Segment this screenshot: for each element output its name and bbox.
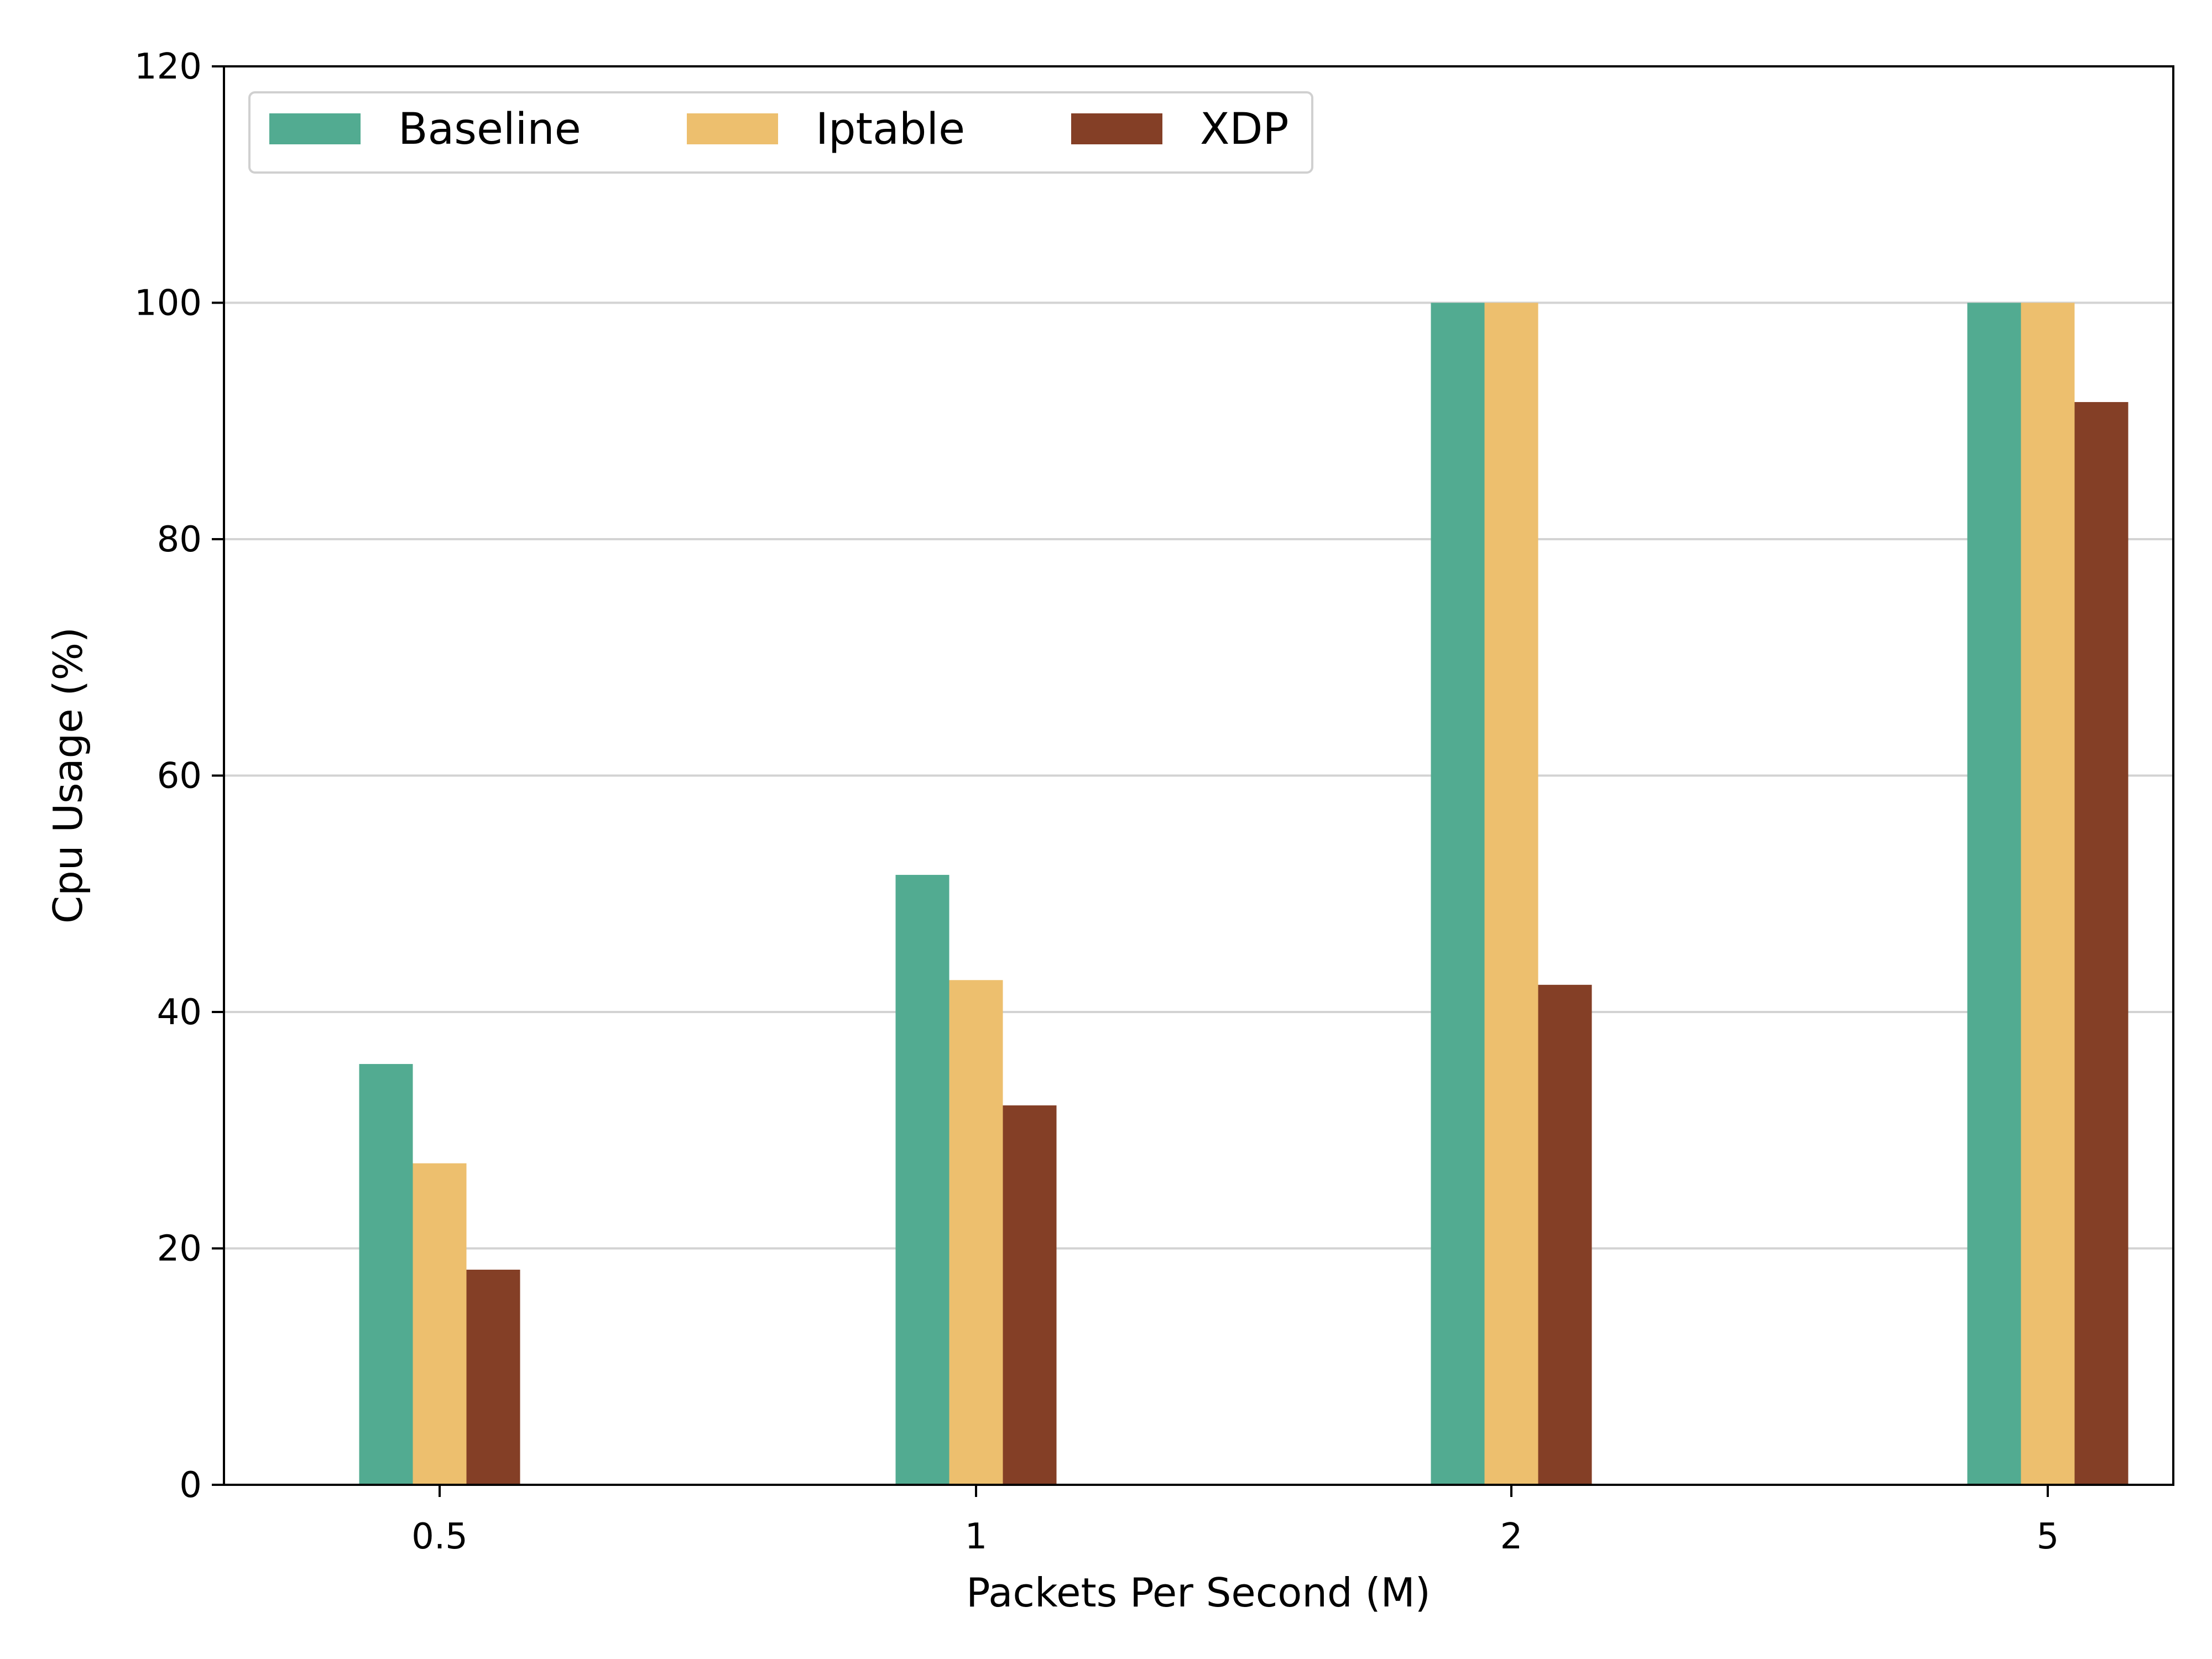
x-tick-label: 2 (1500, 1516, 1523, 1557)
y-tick-label: 60 (157, 756, 202, 797)
bar-baseline-5 (1967, 302, 2021, 1485)
y-tick-label: 0 (179, 1465, 202, 1506)
legend-frame (248, 91, 1313, 174)
x-axis-label: Packets Per Second (M) (966, 1569, 1431, 1616)
legend-swatch-iptable (687, 113, 778, 144)
y-axis-label: Cpu Usage (%) (45, 627, 91, 924)
legend-label-baseline: Baseline (398, 105, 581, 154)
x-axis-ticks: 0.5 1 2 5 (411, 1485, 2059, 1557)
y-tick-label: 20 (157, 1229, 202, 1270)
bars (359, 302, 2128, 1485)
bar-xdp-2 (1538, 984, 1592, 1485)
legend-swatch-baseline (269, 113, 361, 144)
bar-iptable-5 (2021, 302, 2075, 1485)
bar-iptable-2 (1484, 302, 1538, 1485)
x-tick-label: 5 (2037, 1516, 2059, 1557)
bar-iptable-1 (949, 980, 1003, 1485)
bar-xdp-0.5 (466, 1269, 520, 1485)
y-tick-label: 100 (134, 283, 202, 324)
legend-label-iptable: Iptable (816, 105, 965, 154)
legend-swatch-xdp (1071, 113, 1162, 144)
bar-xdp-5 (2074, 402, 2128, 1485)
y-tick-label: 80 (157, 519, 202, 560)
bar-iptable-0.5 (413, 1163, 467, 1485)
legend: Baseline Iptable XDP (248, 91, 1313, 174)
bar-baseline-0.5 (359, 1064, 413, 1485)
bar-xdp-1 (1003, 1105, 1057, 1485)
legend-label-xdp: XDP (1200, 105, 1289, 154)
y-tick-label: 40 (157, 992, 202, 1033)
grid-lines (224, 301, 2173, 1250)
bar-baseline-2 (1431, 302, 1485, 1485)
x-tick-label: 0.5 (411, 1516, 468, 1557)
y-tick-label: 120 (134, 46, 202, 87)
y-axis-ticks: 0 20 40 60 80 100 120 (134, 46, 224, 1506)
x-tick-label: 1 (965, 1516, 988, 1557)
bar-baseline-1 (895, 875, 950, 1485)
